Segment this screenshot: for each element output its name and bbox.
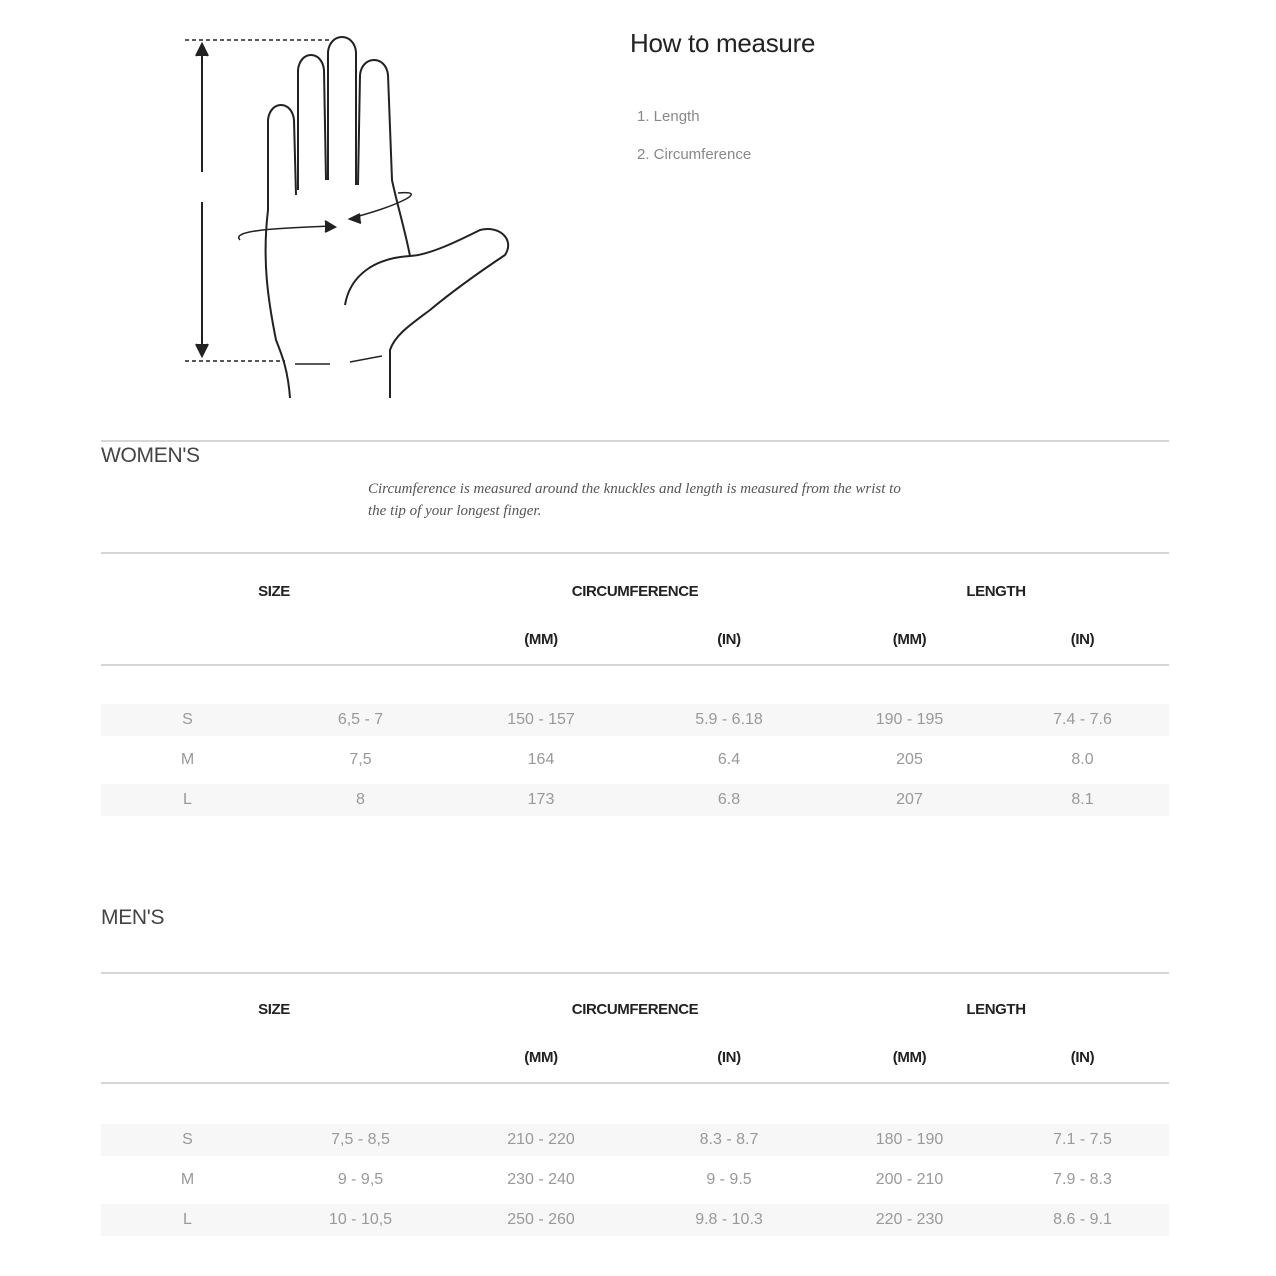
hand-measurement-illustration	[185, 36, 510, 399]
divider	[101, 664, 1169, 666]
header-length-in: (IN)	[1070, 1049, 1095, 1066]
cell-circ-in: 9.8 - 10.3	[695, 1211, 763, 1228]
step-length: 1. Length	[637, 108, 700, 125]
cell-length-in: 8.0	[1071, 751, 1094, 768]
divider	[101, 972, 1169, 974]
cell-circ-mm: 230 - 240	[507, 1171, 575, 1188]
header-size: SIZE	[258, 1001, 290, 1018]
cell-length-mm: 200 - 210	[875, 1171, 944, 1188]
header-circumference: CIRCUMFERENCE	[571, 1001, 699, 1018]
cell-size: S	[182, 711, 193, 728]
divider	[101, 1082, 1169, 1084]
cell-length-mm: 207	[896, 791, 923, 808]
cell-circ-in: 8.3 - 8.7	[699, 1131, 759, 1148]
cell-size-number: 7,5	[349, 751, 372, 768]
cell-length-in: 7.4 - 7.6	[1053, 711, 1112, 728]
cell-size-number: 10 - 10,5	[328, 1211, 393, 1228]
cell-length-in: 7.9 - 8.3	[1053, 1171, 1112, 1188]
header-circ-mm: (MM)	[524, 1049, 558, 1066]
header-length-in: (IN)	[1070, 631, 1095, 648]
header-length-mm: (MM)	[892, 631, 927, 648]
how-to-measure-title: How to measure	[630, 28, 816, 58]
cell-circ-mm: 150 - 157	[507, 711, 575, 728]
cell-length-in: 8.1	[1071, 791, 1094, 808]
womens-title: WOMEN'S	[101, 444, 200, 467]
divider	[101, 440, 1169, 442]
cell-size-number: 8	[356, 791, 365, 808]
cell-size: S	[182, 1131, 193, 1148]
step-circumference: 2. Circumference	[637, 146, 752, 163]
header-circ-mm: (MM)	[524, 631, 558, 648]
cell-size: L	[183, 791, 192, 808]
header-circ-in: (IN)	[717, 631, 741, 648]
cell-circ-in: 6.4	[717, 751, 741, 768]
header-circ-in: (IN)	[717, 1049, 741, 1066]
cell-length-mm: 205	[896, 751, 923, 768]
measure-steps-list: 1. Length 2. Circumference	[637, 98, 751, 174]
cell-circ-mm: 164	[527, 751, 555, 768]
cell-circ-mm: 173	[527, 791, 555, 808]
table-row: L 10 - 10,5 250 - 260 9.8 - 10.3 220 - 2…	[101, 1204, 1169, 1236]
header-circumference: CIRCUMFERENCE	[571, 583, 699, 600]
table-row: L 8 173 6.8 207 8.1	[101, 784, 1169, 816]
cell-size: L	[183, 1211, 192, 1228]
cell-circ-mm: 210 - 220	[507, 1131, 575, 1148]
divider	[101, 552, 1169, 554]
cell-length-in: 8.6 - 9.1	[1053, 1211, 1112, 1228]
cell-size-number: 6,5 - 7	[337, 711, 384, 728]
table-row: M 7,5 164 6.4 205 8.0	[101, 744, 1169, 776]
table-row: M 9 - 9,5 230 - 240 9 - 9.5 200 - 210 7.…	[101, 1164, 1169, 1196]
cell-length-mm: 180 - 190	[875, 1131, 944, 1148]
cell-circ-in: 5.9 - 6.18	[695, 711, 763, 728]
table-row: S 6,5 - 7 150 - 157 5.9 - 6.18 190 - 195…	[101, 704, 1169, 736]
cell-size-number: 7,5 - 8,5	[331, 1131, 390, 1148]
cell-length-mm: 190 - 195	[875, 711, 944, 728]
cell-circ-in: 9 - 9.5	[706, 1171, 752, 1188]
table-row: S 7,5 - 8,5 210 - 220 8.3 - 8.7 180 - 19…	[101, 1124, 1169, 1156]
header-length: LENGTH	[966, 583, 1026, 600]
cell-circ-mm: 250 - 260	[507, 1211, 575, 1228]
cell-length-mm: 220 - 230	[875, 1211, 944, 1228]
mens-title: MEN'S	[101, 906, 165, 929]
cell-circ-in: 6.8	[717, 791, 741, 808]
cell-size: M	[180, 1171, 195, 1188]
header-size: SIZE	[258, 583, 290, 600]
header-length-mm: (MM)	[892, 1049, 927, 1066]
measurement-note: Circumference is measured around the knu…	[368, 481, 901, 519]
cell-size: M	[180, 751, 195, 768]
cell-size-number: 9 - 9,5	[337, 1171, 384, 1188]
cell-length-in: 7.1 - 7.5	[1053, 1131, 1112, 1148]
header-length: LENGTH	[966, 1001, 1026, 1018]
